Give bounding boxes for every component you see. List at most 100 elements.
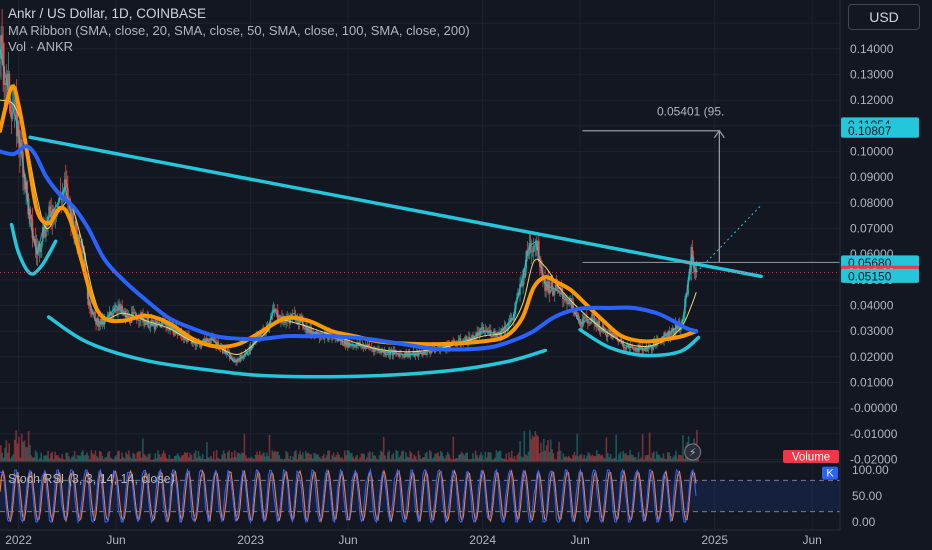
- volume-bar: [176, 453, 179, 462]
- candle-body: [624, 348, 627, 349]
- candle-body: [250, 348, 253, 351]
- candle-body: [304, 328, 306, 330]
- candle-body: [563, 298, 565, 300]
- candle-body: [459, 338, 462, 344]
- price-tick-label: 0.08000: [850, 196, 894, 210]
- volume-bar: [140, 457, 143, 462]
- volume-bar: [547, 440, 549, 462]
- candle-body: [5, 83, 8, 86]
- volume-bar: [104, 457, 106, 462]
- volume-bar: [30, 455, 33, 462]
- volume-bar: [232, 457, 235, 462]
- volume-bar: [472, 453, 474, 462]
- currency-button[interactable]: USD: [848, 4, 920, 30]
- volume-bar: [384, 455, 386, 462]
- volume-bar: [527, 451, 530, 462]
- volume-bar: [117, 451, 119, 462]
- candle-body: [614, 333, 616, 336]
- candle-body: [111, 313, 114, 316]
- volume-bar: [281, 458, 283, 462]
- ma-ribbon-legend[interactable]: MA Ribbon (SMA, close, 20, SMA, close, 5…: [8, 23, 470, 38]
- volume-bar: [676, 458, 679, 462]
- candle-body: [260, 333, 262, 339]
- volume-bar: [594, 456, 597, 462]
- volume-bar: [541, 451, 544, 462]
- candle-body: [385, 354, 388, 355]
- candle-body: [643, 348, 646, 351]
- price-tick-label: 0.12000: [850, 93, 894, 107]
- candle-body: [504, 326, 507, 330]
- stoch-tick-label: 50.00: [852, 489, 882, 503]
- volume-bar: [369, 451, 371, 462]
- candle-body: [131, 312, 134, 314]
- volume-bar: [211, 458, 214, 462]
- volume-bar: [476, 455, 478, 462]
- volume-bar: [559, 450, 562, 462]
- volume-bar: [57, 455, 59, 462]
- volume-bar: [259, 450, 261, 462]
- stoch-tick-label: 100.00: [852, 463, 889, 477]
- candle-body: [218, 348, 221, 350]
- volume-bar: [149, 453, 151, 462]
- symbol-legend[interactable]: Ankr / US Dollar, 1D, COINBASE: [8, 6, 207, 21]
- volume-bar: [292, 456, 294, 462]
- volume-bar: [621, 458, 623, 462]
- volume-bar: [285, 451, 287, 462]
- volume-bar: [215, 450, 218, 462]
- volume-bar: [625, 453, 627, 462]
- volume-bar: [451, 459, 453, 462]
- volume-bar: [424, 453, 427, 462]
- volume-bar: [279, 459, 282, 462]
- candle-body: [550, 282, 553, 291]
- volume-bar: [61, 453, 63, 462]
- volume-bar: [448, 454, 450, 462]
- volume-bar: [119, 459, 122, 462]
- volume-bar: [655, 451, 658, 462]
- candle-body: [226, 351, 229, 354]
- volume-bar: [370, 459, 372, 462]
- time-tick-label: Jun: [802, 533, 821, 547]
- volume-bar: [382, 436, 385, 462]
- volume-bar: [629, 450, 631, 462]
- candle-body: [324, 331, 327, 333]
- volume-bar: [214, 459, 216, 462]
- volume-bar: [673, 455, 676, 462]
- candle-body: [430, 351, 433, 354]
- volume-bar: [18, 436, 20, 462]
- volume-bar: [570, 458, 573, 462]
- volume-bar: [309, 454, 311, 462]
- volume-bar: [346, 450, 349, 462]
- volume-bar: [12, 454, 15, 462]
- volume-bar: [487, 452, 489, 462]
- volume-bar: [162, 450, 165, 462]
- candle-body: [30, 214, 33, 220]
- volume-bar: [538, 453, 541, 462]
- volume-bar: [586, 455, 588, 462]
- volume-bar: [229, 458, 232, 462]
- candle-body: [293, 313, 296, 315]
- candle-body: [521, 282, 523, 287]
- volume-bar: [375, 458, 378, 462]
- volume-bar: [68, 456, 70, 462]
- volume-bar: [452, 436, 455, 462]
- candle-body: [313, 331, 316, 336]
- volume-bar: [423, 457, 425, 462]
- candle-body: [623, 347, 626, 349]
- volume-bar: [662, 453, 665, 462]
- volume-bar: [588, 453, 591, 462]
- volume-bar: [136, 452, 138, 462]
- candle-body: [549, 290, 552, 294]
- candle-body: [233, 358, 235, 362]
- volume-bar: [263, 452, 265, 462]
- volume-bar: [463, 455, 466, 462]
- volume-bar: [533, 436, 535, 462]
- candle-body: [0, 34, 2, 59]
- stoch-rsi-legend[interactable]: Stoch RSI (3, 3, 14, 14, close): [8, 472, 175, 486]
- volume-bar: [458, 454, 460, 462]
- candle-body: [532, 246, 535, 253]
- candle-body: [586, 316, 588, 320]
- volume-legend[interactable]: Vol · ANKR: [8, 39, 74, 54]
- volume-bar: [307, 452, 310, 462]
- volume-bar: [129, 456, 132, 462]
